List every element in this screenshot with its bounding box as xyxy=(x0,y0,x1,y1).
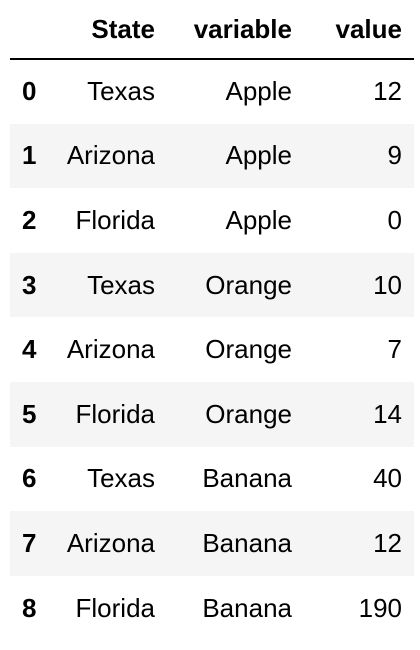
cell-value: 14 xyxy=(373,398,402,429)
row-index: 3 xyxy=(22,269,37,300)
column-header-state: State xyxy=(50,0,167,60)
cell-state: Texas xyxy=(87,76,155,107)
cell-state: Arizona xyxy=(66,334,155,365)
cell-variable: Orange xyxy=(205,398,292,429)
table-body: 0 Texas Apple 12 1 Arizona Apple 9 2 Florida Apple… xyxy=(10,59,414,640)
cell-value: 40 xyxy=(373,463,402,494)
table-row: 5 Florida Orange 14 xyxy=(10,381,414,447)
table-row: 3 Texas Orange 10 xyxy=(10,252,414,318)
cell-variable: Apple xyxy=(225,140,293,171)
row-index: 8 xyxy=(22,592,37,623)
cell-value: 190 xyxy=(358,592,402,623)
row-index: 4 xyxy=(22,334,37,365)
dataframe-table: State variable value 0 Texas Apple 12 1 Arizo… xyxy=(10,0,414,640)
row-index: 0 xyxy=(22,76,37,107)
cell-variable: Orange xyxy=(205,334,292,365)
column-header-value: value xyxy=(304,0,414,60)
table-row: 4 Arizona Orange 7 xyxy=(10,317,414,382)
row-index: 2 xyxy=(22,204,37,235)
table-row: 1 Arizona Apple 9 xyxy=(10,123,414,189)
table-header: State variable value xyxy=(10,0,414,60)
cell-state: Arizona xyxy=(66,140,155,171)
cell-variable: Apple xyxy=(225,76,293,107)
cell-state: Florida xyxy=(75,592,155,623)
row-index: 1 xyxy=(22,140,37,171)
cell-value: 0 xyxy=(387,204,402,235)
column-header-variable: variable xyxy=(167,0,304,60)
row-index: 6 xyxy=(22,463,37,494)
table-row: 6 Texas Banana 40 xyxy=(10,447,414,512)
cell-state: Florida xyxy=(75,398,155,429)
cell-state: Arizona xyxy=(66,527,155,558)
cell-state: Texas xyxy=(87,269,155,300)
table-row: 8 Florida Banana 190 xyxy=(10,576,414,641)
cell-variable: Banana xyxy=(202,463,292,494)
cell-value: 7 xyxy=(387,334,402,365)
cell-variable: Apple xyxy=(225,204,293,235)
table-row: 0 Texas Apple 12 xyxy=(10,59,414,124)
table-row: 2 Florida Apple 0 xyxy=(10,188,414,253)
row-index: 5 xyxy=(22,398,37,429)
cell-value: 12 xyxy=(373,76,402,107)
table-row: 7 Arizona Banana 12 xyxy=(10,511,414,576)
cell-value: 9 xyxy=(387,140,402,171)
cell-value: 12 xyxy=(373,527,402,558)
row-index: 7 xyxy=(22,527,37,558)
cell-variable: Orange xyxy=(205,269,292,300)
header-row: State variable value xyxy=(10,0,414,60)
cell-state: Texas xyxy=(87,463,155,494)
cell-variable: Banana xyxy=(202,527,292,558)
cell-variable: Banana xyxy=(202,592,292,623)
cell-value: 10 xyxy=(373,269,402,300)
cell-state: Florida xyxy=(75,204,155,235)
index-header xyxy=(10,0,50,60)
